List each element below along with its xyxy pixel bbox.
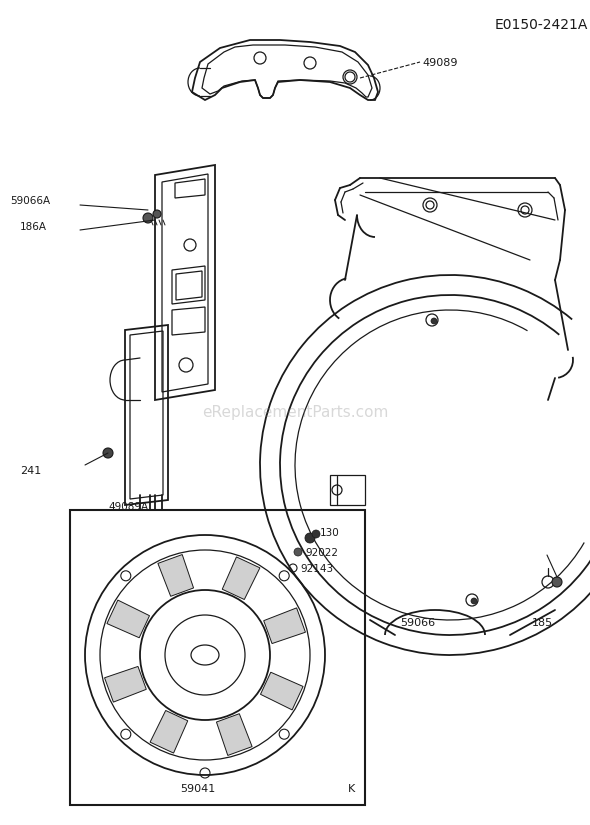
Text: 92143: 92143 xyxy=(300,564,333,574)
Bar xyxy=(70,510,365,805)
Text: 59066A: 59066A xyxy=(10,196,50,206)
Polygon shape xyxy=(150,710,188,753)
Text: E0150-2421A: E0150-2421A xyxy=(494,18,588,32)
Text: 186A: 186A xyxy=(20,222,47,232)
Polygon shape xyxy=(107,600,149,638)
Circle shape xyxy=(312,530,320,538)
Text: 92022: 92022 xyxy=(305,548,338,558)
Polygon shape xyxy=(261,672,303,710)
Circle shape xyxy=(431,318,437,324)
Text: K: K xyxy=(348,784,355,794)
Circle shape xyxy=(153,210,161,218)
Text: 130: 130 xyxy=(320,528,340,538)
Text: eReplacementParts.com: eReplacementParts.com xyxy=(202,404,388,419)
Polygon shape xyxy=(222,557,260,600)
Text: 59041: 59041 xyxy=(180,784,215,794)
Circle shape xyxy=(294,548,302,556)
Circle shape xyxy=(552,577,562,587)
Text: 49089A: 49089A xyxy=(108,502,148,512)
Polygon shape xyxy=(158,554,194,596)
Circle shape xyxy=(103,448,113,458)
Text: 185: 185 xyxy=(532,618,553,628)
Circle shape xyxy=(471,598,477,604)
Circle shape xyxy=(143,213,153,223)
Polygon shape xyxy=(217,714,252,756)
Text: 59066: 59066 xyxy=(400,618,435,628)
Text: 49089: 49089 xyxy=(422,58,457,68)
Polygon shape xyxy=(264,608,306,644)
Circle shape xyxy=(305,533,315,543)
Text: 241: 241 xyxy=(20,466,41,476)
Polygon shape xyxy=(104,667,146,702)
